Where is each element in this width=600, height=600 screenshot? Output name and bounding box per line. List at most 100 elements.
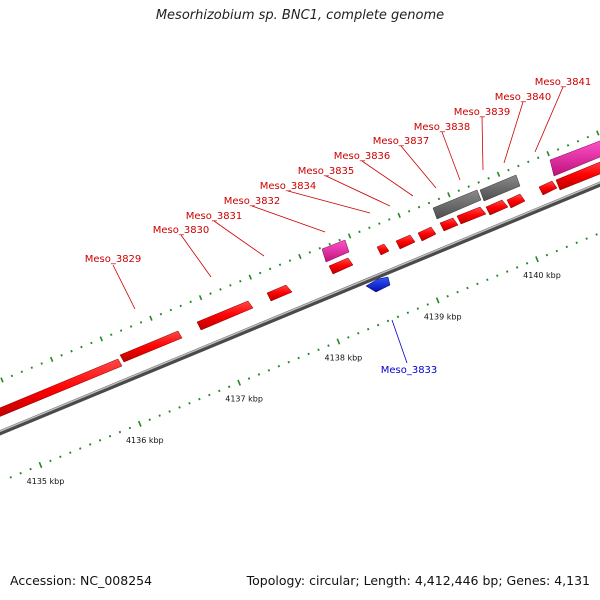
major-tick [49, 356, 54, 363]
gene-meso-3837[interactable] [456, 206, 487, 225]
minor-tick [366, 327, 370, 331]
reverse-genes [365, 276, 391, 293]
rna-gene-a[interactable] [321, 239, 350, 263]
minor-tick [129, 325, 133, 328]
gene-label[interactable]: Meso_3840 [495, 92, 552, 103]
tick-label: 4138 kbp [325, 354, 363, 363]
minor-tick [227, 385, 231, 389]
gene-meso-3831[interactable] [328, 257, 354, 275]
gene-label[interactable]: Meso_3830 [153, 225, 210, 236]
minor-tick [437, 197, 441, 201]
minor-tick [198, 397, 201, 401]
minor-tick [9, 476, 12, 479]
minor-tick [486, 278, 489, 282]
minor-tick [388, 218, 391, 221]
gene-label[interactable]: Meso_3834 [260, 181, 317, 192]
minor-tick [515, 266, 519, 269]
minor-tick [139, 321, 143, 324]
gene-meso-3828[interactable] [119, 330, 183, 363]
gene-meso-3836[interactable] [439, 217, 459, 232]
minor-tick [49, 459, 52, 463]
minor-tick [456, 290, 459, 294]
minor-tick [168, 410, 171, 413]
gene-meso-3833[interactable] [365, 276, 391, 293]
gene-meso-3840[interactable] [538, 180, 558, 196]
minor-tick [110, 333, 113, 336]
minor-tick [317, 348, 320, 352]
minor-tick [30, 366, 34, 369]
minor-tick [90, 341, 93, 345]
gene-label[interactable]: Meso_3838 [414, 122, 471, 133]
gene-meso-3838[interactable] [485, 199, 509, 216]
minor-tick [209, 292, 212, 295]
major-tick [397, 212, 401, 218]
gene-labels: Meso_3829 Meso_3830 Meso_3831 Meso_3832 … [85, 77, 592, 376]
minor-tick [496, 274, 499, 277]
minor-tick [178, 406, 181, 409]
gene-label[interactable]: Meso_3831 [186, 211, 243, 222]
minor-tick [70, 349, 73, 353]
minor-tick [119, 329, 123, 332]
minor-tick [189, 300, 192, 304]
major-tick [298, 253, 302, 260]
gene-meso-3839[interactable] [506, 193, 526, 209]
gene-meso-3834[interactable] [395, 234, 416, 250]
gene-label[interactable]: Meso_3839 [454, 107, 511, 118]
minor-tick [505, 270, 509, 273]
gene-meso-3826[interactable] [0, 358, 123, 419]
gene-label[interactable]: Meso_3835 [298, 166, 355, 177]
other-gene-b[interactable] [479, 174, 521, 202]
minor-tick [417, 205, 421, 209]
major-tick [496, 171, 501, 177]
major-tick [435, 297, 440, 304]
minor-tick [407, 209, 411, 213]
minor-tick [487, 177, 490, 180]
rna-gene-b[interactable] [549, 139, 600, 177]
major-tick [149, 315, 153, 321]
gene-label[interactable]: Meso_3833 [381, 365, 438, 376]
gene-meso-3832[interactable] [376, 243, 390, 256]
gene-meso-3841[interactable] [555, 160, 600, 191]
minor-tick [376, 323, 380, 327]
minor-tick [318, 247, 321, 250]
rna-genes [321, 139, 600, 263]
major-tick [99, 336, 103, 342]
major-tick [347, 233, 352, 239]
gene-meso-3835[interactable] [417, 226, 437, 242]
gene-label[interactable]: Meso_3829 [85, 254, 142, 265]
minor-tick [386, 319, 390, 323]
other-gene-a[interactable] [432, 189, 482, 220]
minor-tick [148, 418, 151, 421]
gene-label[interactable]: Meso_3836 [334, 151, 391, 162]
major-tick [535, 256, 539, 263]
minor-tick [257, 373, 261, 376]
minor-tick [457, 189, 460, 192]
gene-label[interactable]: Meso_3837 [373, 136, 430, 147]
minor-tick [60, 354, 63, 357]
minor-tick [378, 222, 381, 225]
major-tick [596, 130, 600, 136]
minor-tick [108, 434, 112, 438]
minor-tick [288, 259, 292, 262]
minor-tick [159, 312, 163, 316]
minor-tick [525, 262, 529, 265]
minor-tick [80, 345, 83, 349]
minor-tick [118, 430, 122, 434]
map-title: Mesorhizobium sp. BNC1, complete genome [155, 8, 445, 23]
minor-tick [208, 393, 211, 397]
gene-label[interactable]: Meso_3832 [224, 196, 281, 207]
gene-label[interactable]: Meso_3841 [535, 77, 592, 88]
minor-tick [466, 286, 469, 290]
minor-tick [427, 201, 431, 205]
major-tick [198, 295, 203, 301]
minor-tick [586, 135, 590, 139]
tick-label: 4139 kbp [424, 312, 462, 321]
minor-tick [566, 144, 570, 147]
minor-tick [527, 160, 530, 164]
minor-tick [556, 148, 560, 151]
tick-label: 4135 kbp [27, 477, 65, 486]
minor-tick [128, 426, 132, 430]
forward-genes [0, 160, 600, 419]
gene-meso-3830[interactable] [266, 284, 293, 302]
gene-meso-3829[interactable] [196, 300, 254, 331]
